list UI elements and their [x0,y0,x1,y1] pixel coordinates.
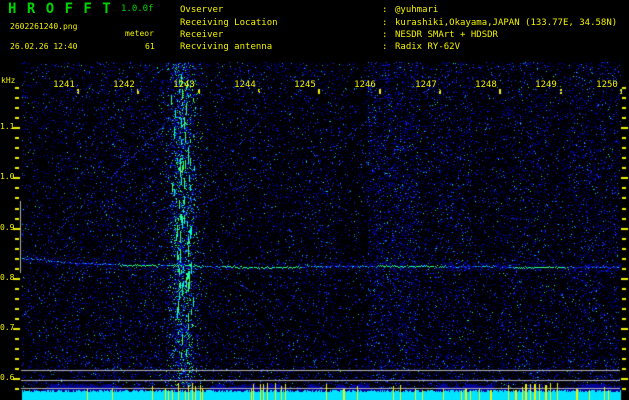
info-value: Radix RY-62V [395,42,461,52]
time-tick-label: 1241 [53,80,75,90]
info-label: Receiving Location [180,18,278,28]
info-row: Recviving antenna: Radix RY-62V [180,43,460,52]
info-row: Receiver: NESDR SMArt + HDSDR [180,31,498,40]
info-separator: : [382,30,388,40]
meteor-count-label: meteor [125,29,154,38]
time-tick-label: 1242 [113,80,135,90]
capture-datetime: 26.02.26 12:40 [10,42,78,51]
freq-tick-label: 1.1 [0,122,15,131]
info-separator: : [382,42,388,52]
time-tick-label: 1245 [294,80,316,90]
time-tick-label: 1247 [415,80,437,90]
time-tick-label: 1250 [596,80,618,90]
time-tick-label: 1246 [354,80,376,90]
info-label: Receiver [180,30,224,40]
capture-filename: 2602261240.png [10,22,78,31]
time-tick-label: 1244 [234,80,256,90]
info-row: Receiving Location: kurashiki,Okayama,JAP… [180,19,617,28]
info-label: Recviving antenna [180,42,273,52]
freq-tick-label: 0.7 [0,323,15,332]
info-separator: : [382,18,388,28]
info-value: NESDR SMArt + HDSDR [395,30,498,40]
freq-tick-label: 0.6 [0,373,15,382]
khz-unit-label: kHz [1,76,16,85]
freq-tick-label: 1.0 [0,172,15,181]
app-title: H R O F F T [8,1,112,17]
info-separator: : [382,5,388,15]
time-tick-label: 1243 [173,80,195,90]
freq-tick-label: 0.8 [0,273,15,282]
info-value: @yuhmari [395,5,439,15]
freq-tick-label: 0.9 [0,223,15,232]
app-version: 1.0.0f [121,4,154,14]
time-tick-label: 1249 [535,80,557,90]
meteor-count-value: 61 [145,42,155,51]
info-label: Ovserver [180,5,224,15]
time-tick-label: 1248 [475,80,497,90]
info-value: kurashiki,Okayama,JAPAN (133.77E, 34.58N… [395,18,618,28]
info-row: Ovserver: @yuhmari [180,6,438,15]
